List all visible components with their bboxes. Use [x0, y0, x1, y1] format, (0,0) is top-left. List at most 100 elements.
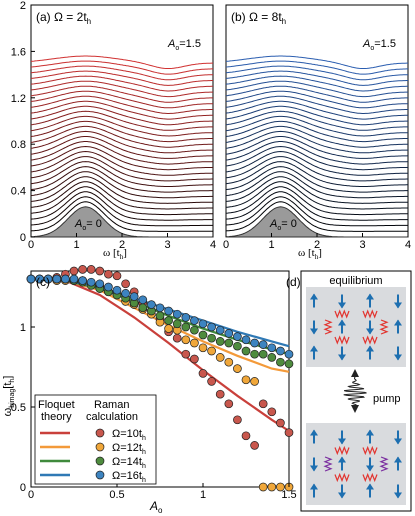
curve-line [225, 196, 408, 227]
raman-point [250, 377, 259, 386]
spin-arrow-head [366, 328, 374, 335]
pumped-lattice [306, 423, 406, 505]
raman-point [138, 295, 148, 305]
curve-line [30, 161, 213, 187]
y-tick-label: 1 [20, 322, 26, 334]
raman-point [284, 428, 294, 437]
curve-line [225, 100, 408, 120]
panel-b-title: (b) Ω = 8th [231, 10, 286, 26]
panel-a-title: (a) Ω = 2th [36, 10, 91, 26]
raman-point [155, 303, 165, 313]
curve-line [30, 141, 214, 165]
panel-c-xlabel: Ao [149, 499, 163, 515]
curve-line [225, 145, 409, 171]
curve-line [225, 181, 408, 210]
curve-line [30, 176, 213, 204]
raman-point [198, 319, 208, 329]
raman-point [250, 349, 259, 359]
spin-arrow-head [338, 354, 346, 361]
curve-line [225, 156, 408, 182]
y-tick-label: 1.6 [11, 46, 26, 58]
curve-line [30, 115, 213, 137]
x-tick-label: 0 [28, 489, 34, 501]
spin-arrow-head [394, 319, 402, 326]
theory-line [30, 277, 290, 432]
panel-d-title: (d) [286, 275, 301, 289]
x-tick-label: 4 [405, 239, 411, 251]
curve-baseline-fill [30, 206, 213, 238]
raman-point [52, 274, 62, 284]
raman-point [276, 346, 285, 356]
raman-point [147, 300, 156, 309]
curve-line [225, 171, 408, 199]
panel-a-amp-bottom: Ao= 0 [74, 218, 102, 232]
raman-point [276, 357, 285, 367]
curve-line [225, 201, 408, 232]
legend-label: Ω=12th [112, 442, 146, 456]
legend-col2-line2: calculation [86, 411, 138, 423]
raman-point [121, 289, 130, 298]
raman-point [215, 389, 225, 399]
curve-line [30, 136, 214, 159]
raman-point [241, 375, 251, 385]
spin-arrow-head [338, 319, 346, 326]
bond-spring [334, 472, 350, 483]
bond-spring [334, 309, 350, 319]
raman-point [104, 269, 113, 279]
legend-box [34, 394, 157, 485]
curve-line [225, 120, 408, 143]
panel-a-xlabel: ω [th] [103, 247, 127, 261]
spin-arrow-head [394, 456, 402, 463]
equilibrium-lattice [306, 287, 406, 367]
raman-point [198, 369, 208, 378]
x-tick-label: 0 [223, 239, 229, 251]
curve-line [225, 80, 408, 98]
panel-a-y-ticks: 0 0.4 0.8 1.2 1.6 2 [11, 0, 35, 244]
legend-marker [95, 428, 105, 438]
x-tick-label: 1 [200, 489, 206, 501]
curve-line [30, 201, 213, 232]
curve-line [225, 136, 409, 159]
curve-line [30, 186, 213, 216]
x-tick-label: 1.5 [281, 489, 296, 501]
raman-point [241, 335, 251, 345]
bond-spring [334, 335, 350, 345]
panel-a-curves [30, 55, 214, 238]
raman-point [61, 274, 70, 284]
raman-point [78, 276, 87, 285]
equilibrium-spins [310, 293, 402, 361]
curve-line [30, 125, 213, 148]
curve-line [225, 115, 408, 137]
spin-arrow-head [310, 465, 318, 472]
raman-point [276, 482, 285, 492]
panel-c-raman-points [26, 265, 294, 492]
y-tick-label: 0.4 [11, 186, 26, 198]
raman-point [258, 349, 268, 359]
legend-col2-line1: Raman [94, 399, 129, 411]
bond-spring [323, 456, 333, 472]
equilibrium-caption: equilibrium [329, 275, 382, 287]
panel-c-title: (c) [36, 275, 50, 289]
legend-label: Ω=10th [112, 428, 146, 442]
curve-line [30, 65, 213, 81]
raman-point [190, 354, 199, 364]
bond-spring [362, 472, 378, 483]
raman-point [190, 325, 199, 335]
curve-line [225, 110, 408, 131]
spin-arrow-head [394, 354, 402, 361]
raman-point [224, 338, 234, 348]
raman-point [155, 311, 165, 321]
legend-label: Ω=16th [112, 470, 146, 484]
spin-arrow-head [338, 302, 346, 309]
curve-line [30, 70, 213, 86]
legend-marker [95, 456, 105, 466]
spin-arrow-head [366, 483, 374, 490]
raman-point [181, 322, 191, 332]
spin-arrow-head [366, 465, 374, 472]
raman-point [138, 303, 148, 313]
curve-line [225, 186, 408, 216]
raman-point [104, 282, 113, 292]
panel-c-ylabel: ωbimag[th] [2, 376, 16, 417]
raman-point [26, 274, 36, 284]
legend: Floquet theory Raman calculation Ω=10thΩ… [34, 394, 157, 485]
